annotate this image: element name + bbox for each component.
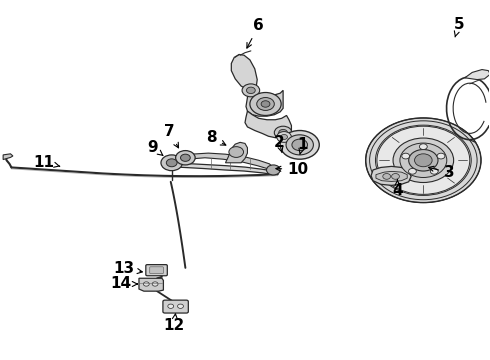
Text: 12: 12	[164, 314, 185, 333]
Circle shape	[437, 153, 445, 159]
Circle shape	[175, 150, 195, 165]
FancyBboxPatch shape	[163, 300, 188, 313]
Circle shape	[177, 304, 183, 309]
Text: 4: 4	[392, 180, 403, 198]
Circle shape	[409, 149, 438, 171]
Circle shape	[292, 139, 308, 150]
Circle shape	[168, 304, 173, 309]
Circle shape	[161, 155, 182, 171]
Circle shape	[229, 147, 244, 157]
Circle shape	[286, 135, 314, 155]
Text: 10: 10	[276, 162, 308, 177]
Circle shape	[400, 143, 447, 177]
Polygon shape	[171, 163, 273, 175]
FancyBboxPatch shape	[150, 267, 163, 274]
Circle shape	[377, 126, 470, 194]
Text: 2: 2	[274, 135, 285, 153]
Text: 1: 1	[297, 137, 308, 154]
Text: 11: 11	[33, 154, 60, 170]
FancyBboxPatch shape	[146, 265, 167, 276]
Polygon shape	[246, 90, 283, 116]
Polygon shape	[371, 166, 411, 185]
Circle shape	[267, 165, 280, 175]
Circle shape	[242, 84, 260, 97]
Text: 9: 9	[147, 140, 163, 156]
Circle shape	[409, 168, 416, 174]
Polygon shape	[231, 54, 257, 90]
Polygon shape	[175, 153, 273, 171]
Circle shape	[430, 168, 438, 174]
Circle shape	[152, 282, 158, 286]
Circle shape	[281, 134, 288, 139]
Circle shape	[246, 87, 255, 94]
Circle shape	[419, 144, 427, 149]
Circle shape	[402, 153, 410, 159]
Text: 14: 14	[110, 276, 137, 292]
Circle shape	[250, 93, 281, 116]
Polygon shape	[225, 142, 247, 163]
Text: 13: 13	[113, 261, 142, 276]
Circle shape	[257, 98, 274, 111]
Circle shape	[392, 174, 399, 179]
Circle shape	[144, 282, 149, 286]
Text: 7: 7	[164, 124, 178, 148]
Circle shape	[280, 131, 319, 159]
Circle shape	[274, 126, 292, 139]
Circle shape	[383, 174, 391, 179]
Text: 8: 8	[206, 130, 226, 145]
Circle shape	[415, 154, 432, 167]
Circle shape	[393, 138, 454, 183]
Circle shape	[180, 154, 190, 161]
Circle shape	[277, 132, 292, 142]
Polygon shape	[3, 154, 13, 159]
Text: 6: 6	[247, 18, 264, 48]
Polygon shape	[245, 111, 292, 138]
Text: 5: 5	[454, 17, 465, 37]
Polygon shape	[139, 278, 163, 291]
Circle shape	[366, 118, 481, 203]
Polygon shape	[465, 69, 490, 80]
Polygon shape	[376, 171, 407, 181]
Text: 3: 3	[429, 165, 455, 180]
Circle shape	[261, 101, 270, 107]
Circle shape	[279, 130, 288, 136]
Circle shape	[166, 159, 177, 167]
